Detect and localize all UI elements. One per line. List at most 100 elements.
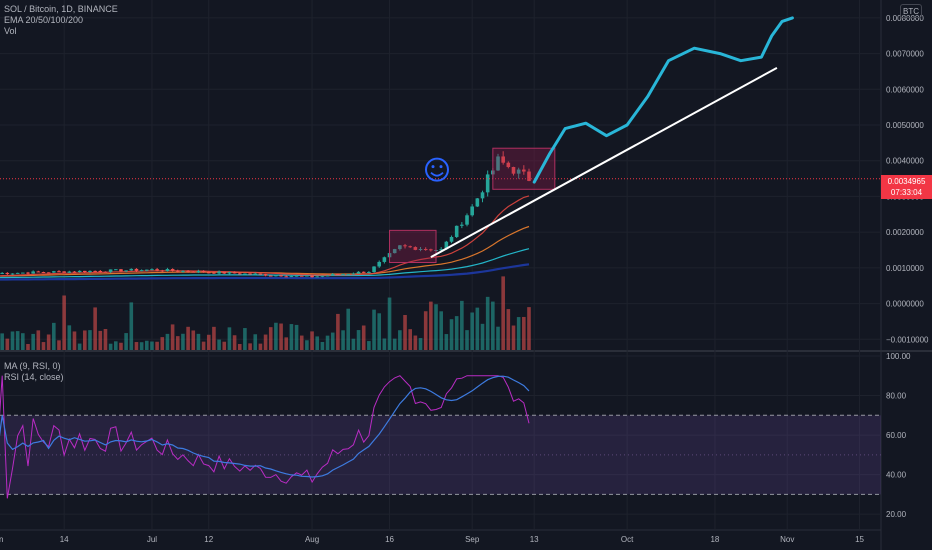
smiley-eye-left bbox=[431, 165, 435, 169]
rsi-line bbox=[0, 375, 530, 499]
volume-bar bbox=[134, 342, 139, 350]
candle-body bbox=[522, 169, 526, 172]
candle-body bbox=[0, 272, 4, 274]
volume-bar bbox=[434, 304, 438, 350]
candle-body bbox=[108, 269, 113, 272]
volume-bar bbox=[351, 338, 356, 350]
volume-bar bbox=[263, 334, 268, 350]
volume-bars bbox=[0, 276, 531, 350]
candle-body bbox=[237, 273, 242, 275]
volume-bar bbox=[57, 340, 61, 350]
volume-bar bbox=[480, 323, 485, 350]
rsi-tick-label: 100.00 bbox=[886, 352, 911, 361]
volume-bar bbox=[129, 302, 134, 350]
candle-body bbox=[320, 275, 325, 277]
candle-body bbox=[191, 271, 196, 273]
candle-body bbox=[501, 156, 505, 163]
volume-bar bbox=[21, 333, 25, 350]
candle-body bbox=[274, 275, 278, 277]
time-tick-label: 14 bbox=[60, 535, 69, 544]
candle-body bbox=[372, 266, 376, 273]
volume-bar bbox=[310, 331, 314, 350]
candle-body bbox=[408, 246, 412, 248]
volume-bar bbox=[268, 327, 273, 350]
price-tick-label: 0.0000000 bbox=[886, 300, 924, 309]
volume-bar bbox=[212, 326, 216, 350]
volume-bar bbox=[15, 331, 20, 350]
price-tick-label: 0.0050000 bbox=[886, 121, 924, 130]
candle-body bbox=[206, 272, 211, 274]
candle-body bbox=[346, 273, 351, 275]
chart-title[interactable]: SOL / Bitcoin, 1D, BINANCE bbox=[4, 4, 118, 14]
volume-bar bbox=[232, 335, 237, 350]
candle-body bbox=[382, 257, 387, 262]
volume-bar bbox=[93, 307, 97, 350]
candle-body bbox=[155, 269, 159, 271]
volume-bar bbox=[206, 334, 211, 350]
volume-bar bbox=[465, 330, 469, 350]
volume-bar bbox=[88, 330, 92, 350]
candle-body bbox=[52, 271, 56, 273]
candle-body bbox=[284, 276, 289, 278]
volume-bar bbox=[367, 341, 371, 350]
candle-body bbox=[103, 271, 108, 273]
volume-bar bbox=[83, 330, 87, 350]
time-tick-label: Oct bbox=[621, 535, 634, 544]
volume-bar bbox=[119, 342, 123, 350]
candle-body bbox=[444, 241, 449, 250]
volume-bar bbox=[346, 308, 351, 350]
volume-bar bbox=[408, 329, 412, 350]
candle-body bbox=[475, 198, 480, 207]
volume-bar bbox=[485, 296, 490, 350]
volume-bar bbox=[31, 333, 35, 350]
candle-body bbox=[294, 275, 299, 277]
volume-bar bbox=[10, 331, 15, 350]
volume-indicator-label[interactable]: Vol bbox=[4, 26, 17, 36]
volume-bar bbox=[496, 326, 500, 350]
candles bbox=[0, 151, 531, 278]
candle-body bbox=[36, 271, 41, 273]
candle-body bbox=[129, 268, 134, 271]
drawings[interactable] bbox=[0, 16, 881, 264]
rsi-pane bbox=[0, 375, 881, 499]
volume-bar bbox=[217, 339, 221, 350]
price-tick-label: −0.0010000 bbox=[886, 335, 929, 344]
pane-separator bbox=[0, 350, 932, 352]
last-price-tag: 0.0034965 07:33:04 bbox=[881, 175, 932, 199]
candle-body bbox=[10, 273, 15, 275]
rsi-ma-line bbox=[0, 375, 530, 478]
candle-body bbox=[268, 275, 273, 277]
volume-bar bbox=[330, 332, 335, 350]
candle-body bbox=[181, 270, 185, 272]
candle-body bbox=[165, 269, 170, 271]
rsi-label[interactable]: RSI (14, close) bbox=[4, 372, 64, 382]
volume-bar bbox=[274, 322, 278, 350]
main-legend: SOL / Bitcoin, 1D, BINANCE EMA 20/50/100… bbox=[4, 4, 118, 37]
rsi-ma-label[interactable]: MA (9, RSI, 0) bbox=[4, 361, 61, 371]
volume-bar bbox=[170, 324, 175, 350]
volume-bar bbox=[294, 324, 299, 350]
candle-body bbox=[26, 272, 30, 274]
candle-body bbox=[305, 275, 309, 277]
time-tick-label: 15 bbox=[855, 535, 864, 544]
candle-body bbox=[454, 225, 459, 237]
smiley-icon bbox=[425, 157, 449, 182]
price-tick-label: 0.0040000 bbox=[886, 157, 924, 166]
volume-bar bbox=[470, 312, 474, 350]
volume-bar bbox=[113, 341, 118, 350]
candle-body bbox=[460, 224, 464, 226]
candle-body bbox=[330, 274, 335, 276]
candle-body bbox=[175, 270, 180, 272]
currency-badge[interactable]: BTC bbox=[900, 4, 922, 18]
candle-body bbox=[413, 247, 418, 250]
ema-indicator-label[interactable]: EMA 20/50/100/200 bbox=[4, 15, 84, 25]
smiley-eye-right bbox=[439, 165, 443, 169]
volume-bar bbox=[175, 336, 180, 350]
candle-body bbox=[124, 270, 128, 272]
volume-bar bbox=[454, 316, 459, 350]
candle-body bbox=[150, 269, 154, 271]
smiley-face bbox=[425, 157, 449, 182]
candle-body bbox=[485, 174, 490, 193]
candle-body bbox=[201, 271, 206, 273]
